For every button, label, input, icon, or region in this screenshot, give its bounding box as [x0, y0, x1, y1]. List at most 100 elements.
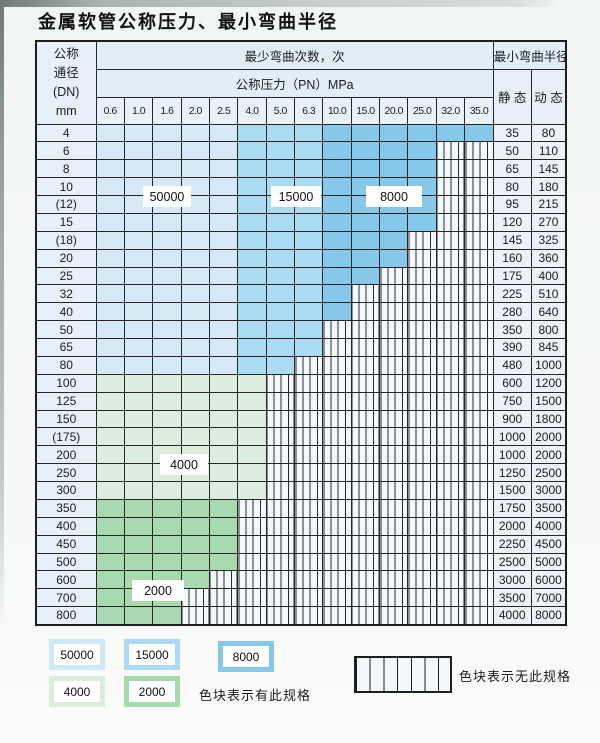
- spec-cell: [95, 284, 125, 304]
- no-spec-cell: [464, 463, 494, 482]
- no-spec-cell: [464, 552, 494, 572]
- spec-cell: [265, 195, 296, 214]
- spec-cell: [379, 159, 409, 179]
- no-spec-cell: [322, 445, 352, 465]
- spec-cell: [152, 588, 182, 608]
- spec-cell: [95, 248, 125, 268]
- no-spec-cell: [407, 516, 437, 536]
- table-row: 65 390 845: [35, 338, 567, 357]
- spec-cell: [350, 195, 381, 214]
- no-spec-cell: [435, 498, 466, 518]
- spec-cell: [208, 355, 239, 375]
- static-cell: 3000: [492, 570, 532, 590]
- no-spec-cell: [379, 373, 409, 393]
- no-spec-cell: [407, 481, 437, 500]
- no-spec-cell: [464, 159, 494, 179]
- no-spec-cell: [208, 570, 239, 590]
- spec-cell: [123, 409, 154, 429]
- no-spec-cell: [464, 570, 494, 590]
- dynamic-cell: 3000: [530, 481, 567, 500]
- no-spec-cell: [294, 373, 324, 393]
- dn-cell: 400: [35, 516, 97, 536]
- spec-cell: [123, 588, 154, 608]
- spec-cell: [237, 427, 267, 447]
- dn-cell: 100: [35, 373, 97, 393]
- no-spec-cell: [350, 338, 381, 357]
- no-spec-cell: [265, 552, 296, 572]
- static-cell: 480: [492, 355, 532, 375]
- no-spec-cell: [294, 409, 324, 429]
- spec-cell: [265, 266, 296, 286]
- no-spec-cell: [407, 355, 437, 375]
- dynamic-cell: 80: [530, 123, 567, 143]
- no-spec-cell: [435, 212, 466, 232]
- header-pressure-value: 4.0: [237, 96, 267, 125]
- spec-cell: [95, 606, 125, 625]
- spec-cell: [237, 391, 267, 411]
- spec-cell: [123, 391, 154, 411]
- no-spec-cell: [350, 284, 381, 304]
- spec-cell: [180, 177, 210, 196]
- spec-cell: [123, 570, 154, 590]
- dn-cell: 450: [35, 534, 97, 554]
- spec-cell: [208, 373, 239, 393]
- no-spec-cell: [379, 427, 409, 447]
- spec-cell: [180, 463, 210, 482]
- spec-cell: [237, 463, 267, 482]
- spec-cell: [152, 373, 182, 393]
- header-radius: 最小弯曲半径: [492, 40, 567, 70]
- no-spec-cell: [265, 588, 296, 608]
- dynamic-cell: 1500: [530, 391, 567, 411]
- spec-cell: [237, 445, 267, 465]
- spec-cell: [265, 338, 296, 357]
- spec-cell: [379, 141, 409, 161]
- dynamic-cell: 180: [530, 177, 567, 196]
- spec-cell: [95, 230, 125, 250]
- dynamic-cell: 325: [530, 230, 567, 250]
- spec-cell: [152, 141, 182, 161]
- no-spec-cell: [350, 355, 381, 375]
- header-dn-line: 通径: [53, 66, 79, 80]
- dn-cell: 350: [35, 498, 97, 518]
- no-spec-cell: [464, 498, 494, 518]
- no-spec-cell: [435, 552, 466, 572]
- spec-cell: [265, 230, 296, 250]
- dn-cell: 50: [35, 320, 97, 339]
- spec-cell: [407, 141, 437, 161]
- header-dn: 公称 通径 (DN) mm: [35, 40, 97, 125]
- spec-cell: [95, 534, 125, 554]
- spec-cell: [180, 516, 210, 536]
- no-spec-cell: [407, 498, 437, 518]
- spec-cell: [180, 159, 210, 179]
- header-cycles: 最少弯曲次数，次: [95, 40, 494, 70]
- spec-cell: [464, 123, 494, 143]
- dn-cell: 10: [35, 177, 97, 196]
- table-row: 25 175 400: [35, 266, 567, 286]
- table-row: 450 2250 4500: [35, 534, 567, 554]
- no-spec-cell: [294, 445, 324, 465]
- no-spec-cell: [464, 409, 494, 429]
- no-spec-cell: [180, 588, 210, 608]
- spec-cell: [123, 498, 154, 518]
- spec-cell: [152, 320, 182, 339]
- no-spec-cell: [237, 516, 267, 536]
- spec-cell: [123, 481, 154, 500]
- header-dn-line: 公称: [53, 47, 79, 62]
- page-title: 金属软管公称压力、最小弯曲半径: [38, 12, 338, 33]
- table-row: 20 160 360: [35, 248, 567, 268]
- spec-cell: [322, 123, 352, 143]
- spec-cell: [237, 248, 267, 268]
- table-row: 350 1750 3500: [35, 498, 567, 518]
- spec-cell: [208, 498, 239, 518]
- no-spec-cell: [294, 606, 324, 625]
- no-spec-cell: [379, 606, 409, 625]
- no-spec-cell: [294, 355, 324, 375]
- header-pressure-value: 0.6: [95, 96, 125, 125]
- spec-cell: [180, 355, 210, 375]
- static-cell: 2250: [492, 534, 532, 554]
- spec-cell: [95, 159, 125, 179]
- table-row: 300 1500 3000: [35, 481, 567, 500]
- spec-cell: [435, 123, 466, 143]
- header-static: 静 态: [492, 68, 532, 125]
- legend-swatch-label: 8000: [223, 646, 269, 667]
